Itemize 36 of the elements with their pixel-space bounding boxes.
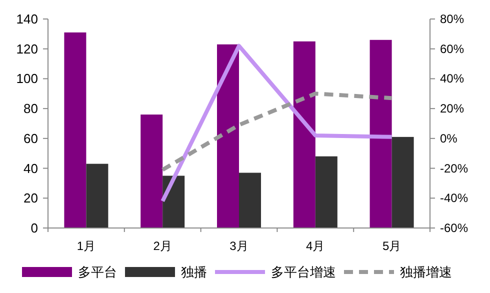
y2-tick-label: -60%	[440, 221, 468, 235]
line-series	[160, 92, 394, 172]
y-tick-label: 120	[16, 41, 38, 56]
bar	[315, 156, 338, 228]
bar	[64, 32, 86, 228]
bar	[239, 172, 261, 228]
bar	[293, 41, 316, 228]
bar	[86, 164, 108, 228]
legend-label: 独播增速	[400, 264, 452, 280]
y2-tick-label: -40%	[440, 191, 468, 206]
y-tick-label: 80	[24, 101, 38, 116]
bar	[392, 136, 414, 228]
y2-tick-label: 60%	[440, 42, 464, 56]
x-tick-label: 2月	[153, 239, 172, 253]
y-tick-label: 60	[24, 130, 38, 146]
y2-tick-label: 40%	[440, 72, 464, 86]
x-tick-label: 3月	[230, 239, 248, 253]
y2-tick-label: 80%	[440, 12, 464, 26]
bar	[370, 40, 392, 228]
legend-label: 多平台	[78, 264, 117, 280]
x-tick-label: 1月	[76, 239, 96, 253]
y-tick-label: 100	[16, 71, 38, 86]
y-tick-label: 20	[24, 190, 38, 206]
bar	[140, 114, 163, 228]
y-tick-label: 40	[24, 160, 38, 176]
x-tick-label: 4月	[306, 239, 325, 253]
x-tick-label: 5月	[382, 239, 402, 253]
y2-tick-label: 20%	[440, 102, 464, 116]
bar	[217, 44, 239, 228]
y2-tick-label: -20%	[440, 161, 468, 176]
y2-tick-label: 0%	[440, 131, 458, 146]
y-tick-label: 140	[16, 12, 38, 26]
legend-label: 多平台增速	[271, 264, 336, 280]
line-series	[160, 44, 394, 204]
y-tick-label: 0	[30, 220, 38, 236]
legend-label: 独播	[181, 264, 207, 280]
